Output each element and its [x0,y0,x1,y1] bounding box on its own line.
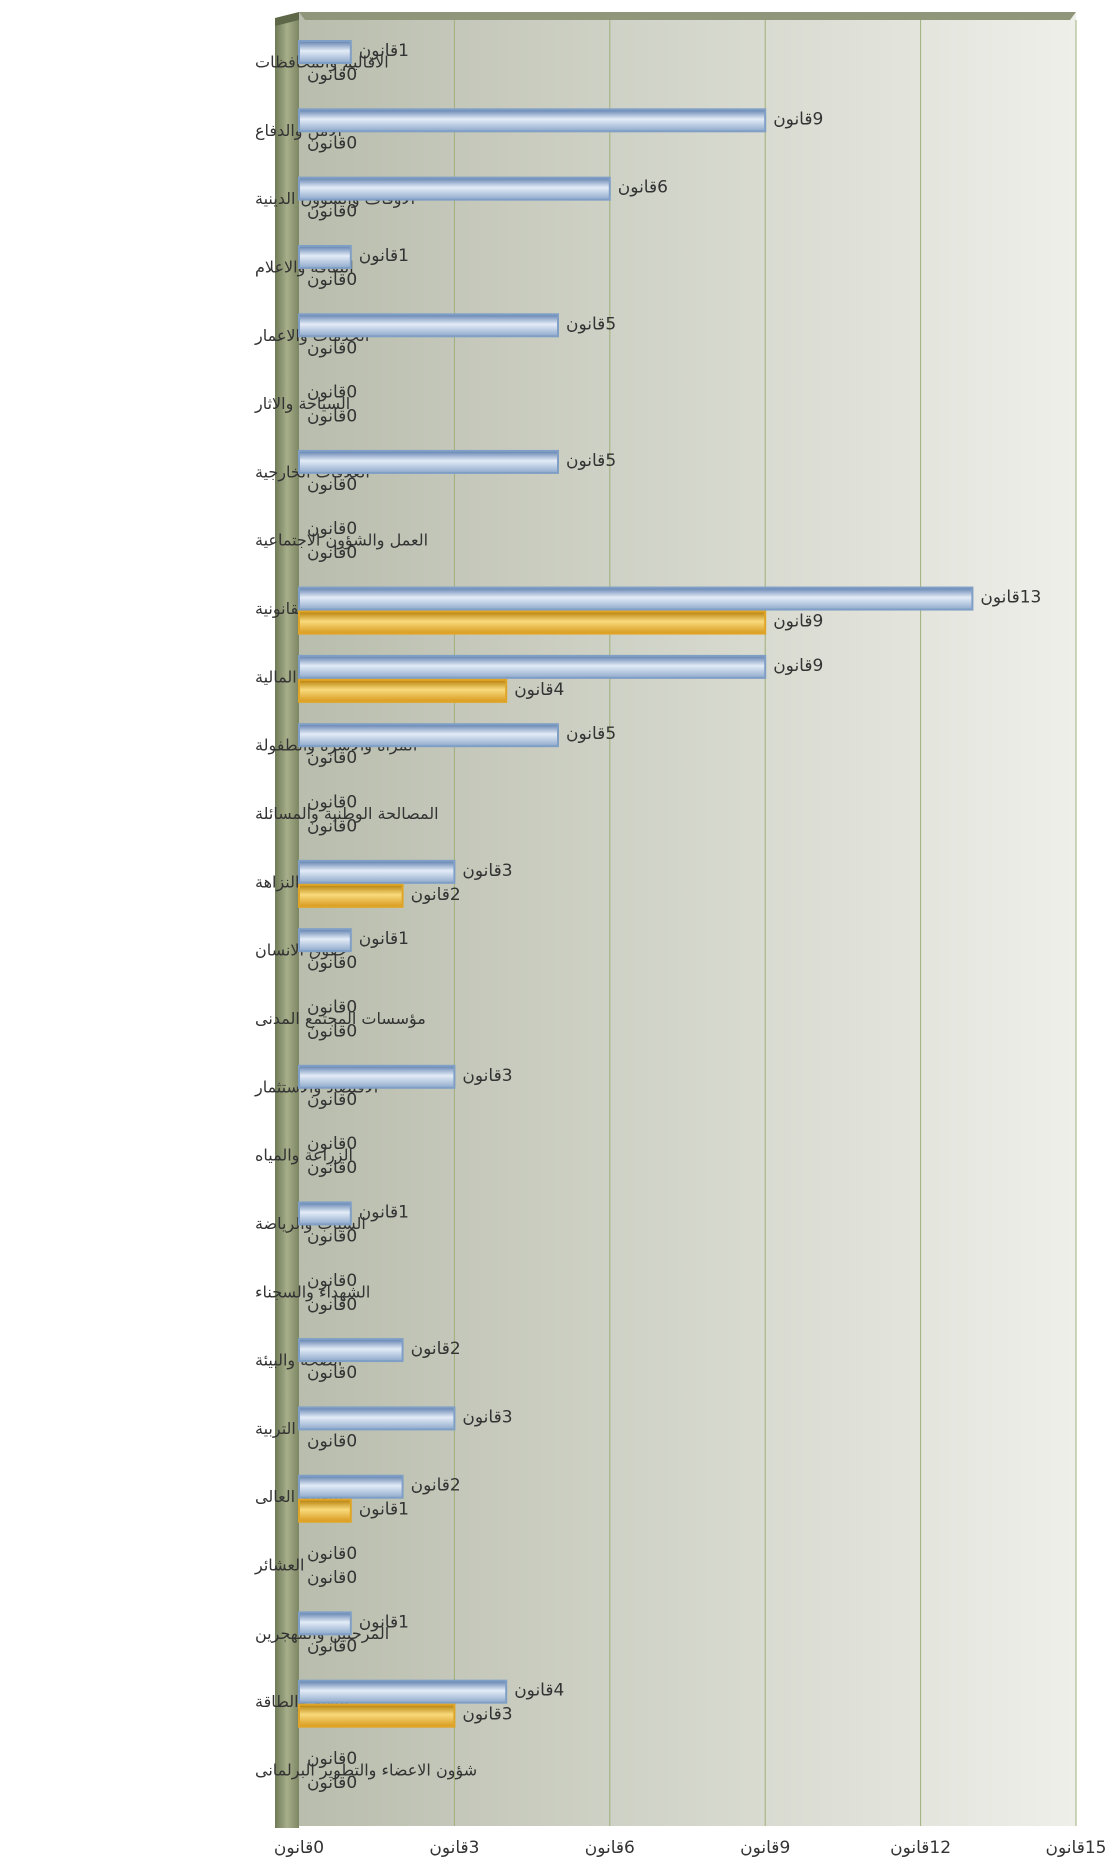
value-label: 0قانون [307,1295,357,1315]
bar [298,678,508,703]
value-label: 0قانون [307,1431,357,1451]
value-label: 0قانون [307,1134,357,1154]
category-label: المالية [255,667,297,686]
value-label: 3قانون [462,1705,512,1725]
value-label: 1قانون [359,1202,409,1222]
value-label: 1قانون [359,246,409,266]
value-label: 4قانون [514,1681,564,1701]
category-label: التربية [255,1419,296,1439]
bar [298,1064,456,1089]
x-tick-label: 15قانون [1046,1838,1107,1858]
value-label: 5قانون [566,314,616,334]
value-label: 1قانون [359,1612,409,1632]
value-label: 0قانون [307,1271,357,1291]
value-label: 0قانون [307,407,357,427]
value-label: 5قانون [566,724,616,744]
value-label: 9قانون [773,109,823,129]
value-label: 0قانون [307,202,357,222]
value-label: 5قانون [566,451,616,471]
x-tick-label: 3قانون [429,1838,479,1858]
value-label: 0قانون [307,1773,357,1793]
value-label: 1قانون [359,929,409,949]
category-label: الشهداء والسجناء [255,1282,370,1302]
top-edge [299,12,1076,20]
value-label: 0قانون [307,793,357,813]
value-label: 0قانون [307,1363,357,1383]
value-label: 0قانون [307,1158,357,1178]
value-label: 0قانون [307,817,357,837]
value-label: 0قانون [307,1021,357,1041]
category-label: شؤون الاعضاء والتطوير البرلمانى [255,1761,477,1781]
value-label: 0قانون [307,748,357,768]
bar [298,108,767,133]
value-label: 4قانون [514,680,564,700]
category-label: مؤسسات المجتمع المدنى [255,1009,426,1029]
value-label: 0قانون [307,133,357,153]
value-label: 0قانون [307,997,357,1017]
value-label: 9قانون [773,612,823,632]
value-label: 0قانون [307,65,357,85]
bar [298,176,611,201]
x-tick-label: 12قانون [890,1838,951,1858]
bar [298,654,767,679]
value-label: 0قانون [307,338,357,358]
x-tick-label: 9قانون [740,1838,790,1858]
bar [298,1679,508,1704]
value-label: 0قانون [307,1568,357,1588]
value-label: 0قانون [307,383,357,403]
bar [298,1611,352,1636]
bar [298,928,352,953]
value-label: 6قانون [618,178,668,198]
value-label: 0قانون [307,1090,357,1110]
value-label: 2قانون [411,885,461,905]
value-label: 2قانون [411,1476,461,1496]
value-label: 0قانون [307,270,357,290]
bar [298,883,404,908]
value-label: 0قانون [307,1636,357,1656]
value-label: 0قانون [307,953,357,973]
bar [298,1703,456,1728]
bar [298,1406,456,1431]
bar [298,1201,352,1226]
value-label: 0قانون [307,543,357,563]
bar [298,449,559,474]
category-label: النزاهة [255,872,299,892]
wall-top [275,12,299,26]
bar [298,1474,404,1499]
bar [298,1338,404,1363]
value-label: 3قانون [462,1407,512,1427]
value-label: 9قانون [773,656,823,676]
value-label: 0قانون [307,475,357,495]
value-label: 1قانون [359,41,409,61]
x-tick-label: 6قانون [585,1838,635,1858]
category-label: العشائر [254,1556,304,1576]
plot-area [299,12,1076,1826]
bar [298,40,352,64]
value-label: 1قانون [359,1500,409,1520]
bar [298,313,559,338]
category-label: المصالحة الوطنية والمسائلة [255,804,439,824]
category-label: العمل والشؤون الاجتماعية [255,531,428,551]
value-label: 3قانون [462,861,512,881]
value-label: 0قانون [307,1749,357,1769]
bar [298,1498,352,1523]
value-label: 13قانون [980,588,1041,608]
bar [298,586,974,611]
bar [298,244,352,269]
value-label: 0قانون [307,1226,357,1246]
category-label: القانونية [255,599,308,619]
bar [298,859,456,884]
value-label: 2قانون [411,1339,461,1359]
x-tick-label: 0قانون [274,1838,324,1858]
value-label: 3قانون [462,1066,512,1086]
left-wall [275,18,299,1828]
value-label: 0قانون [307,519,357,539]
bar [298,610,767,635]
value-label: 0قانون [307,1544,357,1564]
bar [298,723,559,748]
category-label: الزراعة والمياه [255,1146,353,1166]
category-label: السياحة والاثار [254,394,350,414]
